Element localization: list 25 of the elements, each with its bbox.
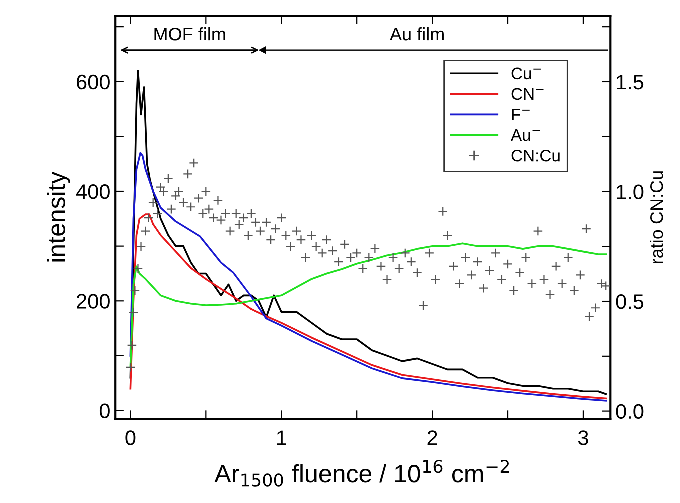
y-axis-title: intensity bbox=[47, 172, 70, 262]
line-series bbox=[130, 214, 608, 400]
x-tick-label: 3 bbox=[578, 430, 588, 446]
annotation: Au film bbox=[390, 27, 444, 41]
line-series bbox=[130, 152, 608, 402]
legend-label: F$^{−}$ bbox=[512, 109, 530, 120]
x-tick-label: 0 bbox=[126, 430, 136, 446]
y2-tick-label: 1.0 bbox=[617, 184, 644, 200]
annotation: MOF film bbox=[154, 27, 226, 41]
x-axis-title: Ar$_{1500}$ fluence / 10$^{16}$ cm$^{−2}$ bbox=[214, 460, 510, 487]
legend-label: Cu$^{−}$ bbox=[512, 68, 541, 80]
y-tick-label: 400 bbox=[76, 184, 110, 200]
x-tick-label: 1 bbox=[277, 430, 286, 446]
legend-label: CN$^{−}$ bbox=[512, 88, 544, 100]
y-tick-label: 600 bbox=[77, 74, 110, 90]
x-tick-label: 2 bbox=[428, 430, 438, 446]
y-tick-label: 200 bbox=[77, 294, 110, 309]
y-tick-label: 0 bbox=[100, 404, 110, 419]
y2-tick-label: 0.5 bbox=[616, 294, 644, 310]
line-series bbox=[130, 242, 608, 368]
legend-label: Au$^{−}$ bbox=[511, 130, 540, 142]
y2-tick-label: 1.5 bbox=[617, 75, 644, 90]
y2-tick-label: 0.0 bbox=[616, 404, 644, 420]
legend-label: CN:Cu bbox=[512, 150, 560, 162]
y2-axis-title: ratio CN:Cu bbox=[650, 172, 664, 264]
